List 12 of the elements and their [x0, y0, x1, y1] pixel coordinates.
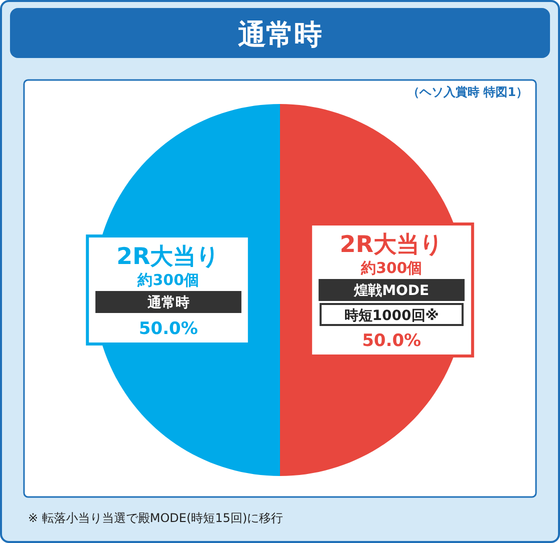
- text: （ヘソ入賞時 特図1）: [407, 85, 528, 99]
- data-label: 50.0%: [362, 331, 422, 351]
- text: 約300個: [360, 259, 422, 277]
- data-label: 50.0%: [138, 319, 198, 339]
- slice-label: 煌戦MODE: [353, 283, 430, 299]
- slice-label: 通常時: [146, 294, 190, 311]
- text: 時短1000回※: [344, 308, 439, 324]
- text: 約300個: [138, 271, 200, 289]
- text: 2R大当り: [116, 244, 220, 270]
- text: ※ 転落小当り当選で殿MODE(時短15回)に移行: [28, 511, 284, 525]
- text: 2R大当り: [340, 232, 444, 258]
- slice-label: 通常時: [238, 18, 322, 51]
